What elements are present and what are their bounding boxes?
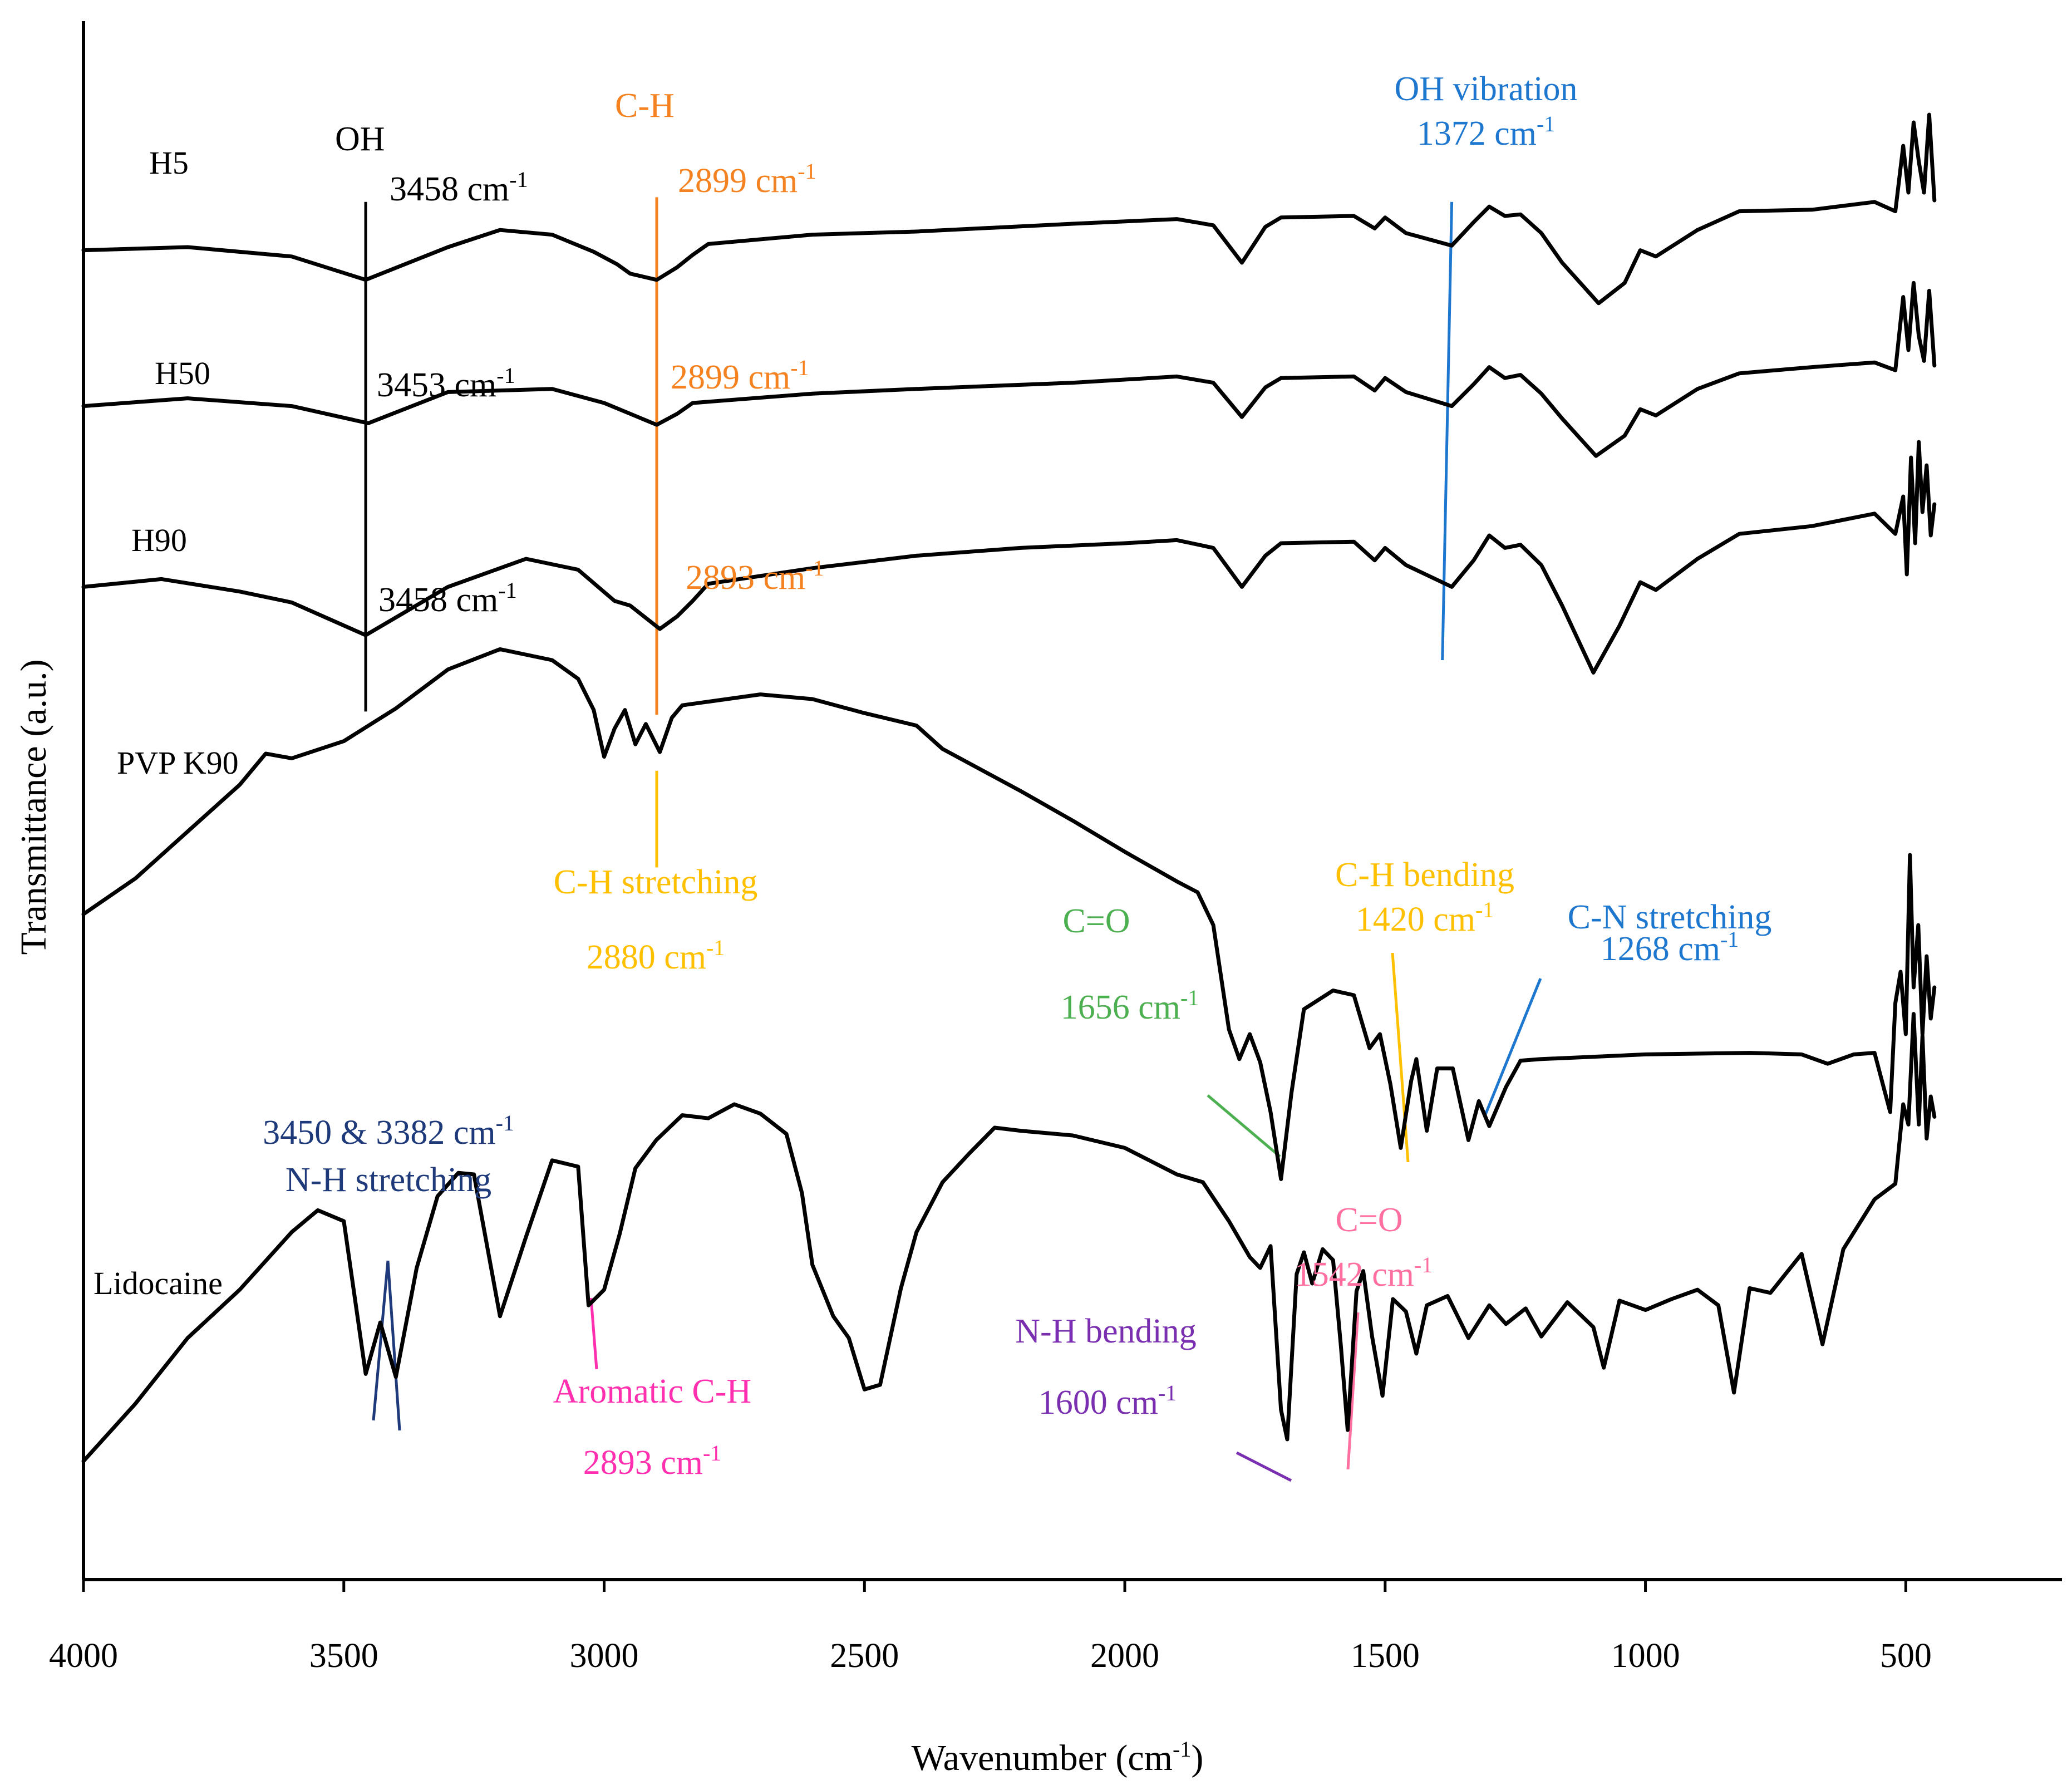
nh-bending-label: 1600 cm-1 (1039, 1380, 1177, 1422)
oh-label: 3458 cm-1 (378, 578, 517, 619)
nh-stretching-marker (386, 1260, 401, 1431)
cn-stretching-marker (1483, 978, 1542, 1117)
co-pvp-label: C=O (1062, 902, 1130, 940)
series-labels: H5 H50 H90 PVP K90 Lidocaine (93, 145, 239, 1301)
nh-bending-marker (1236, 1451, 1292, 1482)
ch-label: 2899 cm-1 (671, 355, 809, 396)
x-axis-title: Wavenumber (cm-1) (912, 1737, 1204, 1778)
nh-bending-label: N-H bending (1015, 1312, 1196, 1350)
aromatic-ch-marker (589, 1297, 598, 1370)
x-tick-label: 1500 (1351, 1637, 1420, 1675)
ch-label: 2893 cm-1 (686, 555, 824, 597)
aromatic-ch-label: 2893 cm-1 (583, 1440, 722, 1482)
series-label-h5: H5 (149, 145, 189, 181)
series-h5 (81, 112, 1937, 306)
ch-bending-marker (1391, 952, 1410, 1163)
nh-stretching-label: 3450 & 3382 cm-1 (263, 1110, 514, 1152)
oh-vibration-marker (1441, 201, 1454, 661)
x-tick-label: 500 (1880, 1637, 1932, 1675)
co-lido-marker (1346, 1312, 1360, 1470)
ch-bending-label: C-H bending (1335, 856, 1514, 894)
series-h90 (81, 440, 1937, 675)
x-tick-label: 3000 (570, 1637, 639, 1675)
co-pvp-marker (1207, 1094, 1281, 1158)
nh-stretching-label: N-H stretching (286, 1161, 491, 1199)
nh-stretching-marker (372, 1260, 390, 1421)
series-lidocaine (81, 1012, 1937, 1463)
co-lido-label: C=O (1335, 1201, 1402, 1239)
series-label-lidocaine: Lidocaine (93, 1265, 223, 1301)
spectra (81, 112, 1937, 1463)
x-tick-label: 3500 (309, 1637, 378, 1675)
series-label-h90: H90 (131, 522, 187, 558)
oh-label: 3453 cm-1 (377, 363, 515, 404)
co-pvp-label: 1656 cm-1 (1061, 985, 1199, 1026)
cn-stretching-label: 1268 cm-1 (1601, 927, 1739, 968)
x-tick-label: 2000 (1090, 1637, 1159, 1675)
oh-label: OH (335, 120, 385, 158)
x-tick-label: 1000 (1611, 1637, 1680, 1675)
co-lido-label: 1542 cm-1 (1295, 1252, 1433, 1294)
x-tick-label: 2500 (830, 1637, 899, 1675)
series-pvp-k90 (81, 647, 1937, 1181)
ch-stretching-label: 2880 cm-1 (587, 935, 725, 976)
y-axis-title: Transmittance (a.u.) (13, 660, 54, 955)
series-h50 (81, 281, 1937, 458)
ch-bending-label: 1420 cm-1 (1356, 897, 1494, 938)
cn-stretching-label: C-N stretching (1568, 898, 1772, 936)
oh-label: 3458 cm-1 (390, 167, 528, 208)
ch-label: 2899 cm-1 (678, 159, 816, 200)
aromatic-ch-label: Aromatic C-H (553, 1373, 751, 1410)
series-label-h50: H50 (155, 355, 210, 391)
oh-vibration-label: 1372 cm-1 (1417, 111, 1556, 153)
series-label-pvp-k90: PVP K90 (117, 745, 239, 781)
oh-vibration-label: OH vibration (1395, 70, 1578, 108)
x-tick-label: 4000 (49, 1637, 118, 1675)
ch-stretching-label: C-H stretching (554, 863, 758, 901)
axes: 4000 3500 3000 2500 2000 1500 1000 500 (49, 21, 2062, 1675)
x-ticks: 4000 3500 3000 2500 2000 1500 1000 500 (49, 1580, 1932, 1675)
ch-label: C-H (615, 87, 675, 125)
